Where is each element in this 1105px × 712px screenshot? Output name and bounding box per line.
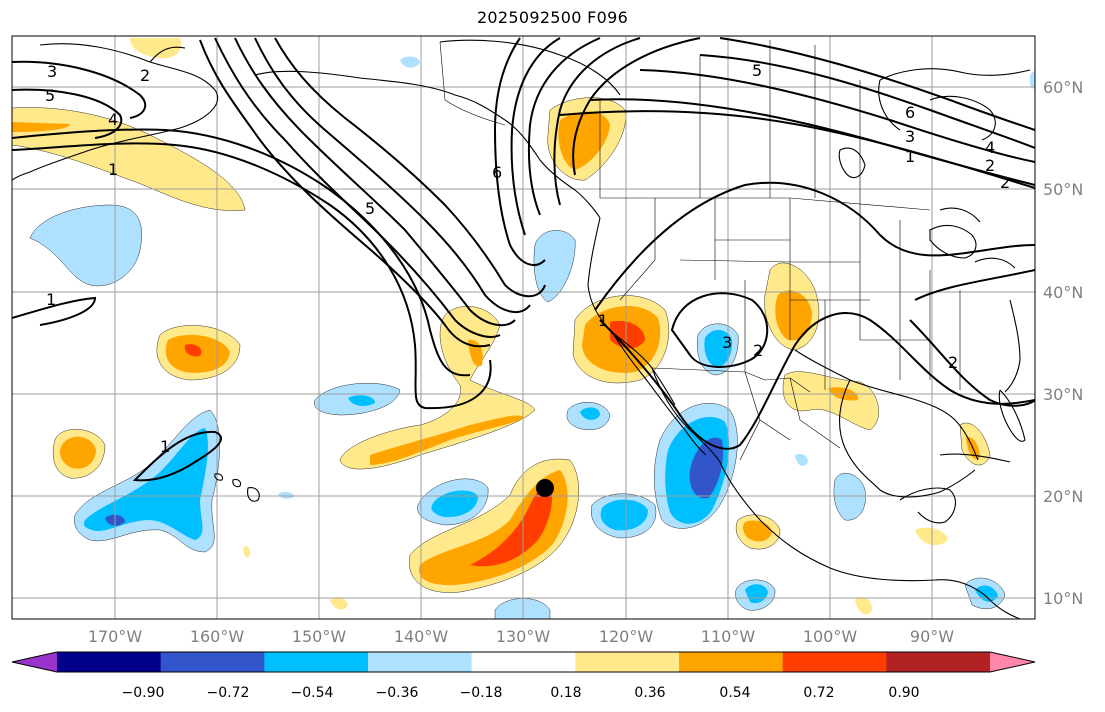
storm-center-dot (536, 479, 554, 497)
contour-label: 5 (752, 61, 762, 80)
contour-lines (12, 37, 1035, 482)
contour-label: 6 (905, 103, 915, 122)
contour-label: 4 (985, 138, 995, 157)
colorbar-extend-max (990, 652, 1035, 672)
negative-anomaly-blue (580, 407, 600, 420)
contour-label: 4 (108, 110, 118, 129)
contour-label: 3 (905, 127, 915, 146)
plot-title: 2025092500 F096 (476, 8, 629, 27)
colorbar-tick-label: −0.90 (122, 685, 165, 701)
lon-label: 150°W (292, 627, 347, 646)
contour-label: 1 (905, 147, 915, 166)
positive-anomaly-red (470, 482, 553, 567)
negative-anomaly-blue (431, 490, 478, 518)
colorbar (11, 651, 1036, 673)
colorbar-tick-label: 0.90 (888, 685, 919, 701)
negative-anomaly-blue (704, 329, 733, 368)
contour-label: 3 (47, 62, 57, 81)
colorbar-tick-label: 0.72 (803, 685, 834, 701)
contour-label: 2 (140, 66, 150, 85)
colorbar-tick-label: 0.54 (719, 685, 750, 701)
negative-anomaly-lightblue (1030, 70, 1035, 90)
colorbar-tick-labels: −0.90 −0.72 −0.54 −0.36 −0.18 0.18 0.36 … (122, 685, 920, 701)
contour-label: 2 (753, 341, 763, 360)
negative-anomaly-lightblue (400, 56, 420, 68)
negative-anomaly-lightblue (278, 491, 294, 499)
lat-label: 30°N (1043, 385, 1083, 404)
contour-label: 6 (492, 163, 502, 182)
negative-anomaly-blue (348, 395, 375, 406)
contour-label: 2 (985, 156, 995, 175)
lat-label: 50°N (1043, 180, 1083, 199)
colorbar-tick-label: 0.36 (634, 685, 665, 701)
negative-anomaly-lightblue (29, 204, 142, 287)
colorbar-tick-label: −0.54 (291, 685, 334, 701)
negative-anomaly-darkblue (689, 437, 724, 499)
lat-label: 10°N (1043, 589, 1083, 608)
colorbar-segment (368, 652, 473, 672)
negative-anomaly-lightblue (533, 230, 576, 303)
lon-label: 130°W (496, 627, 551, 646)
positive-anomaly-red (610, 320, 645, 349)
colorbar-segment (264, 652, 369, 672)
lon-label: 140°W (394, 627, 449, 646)
positive-anomaly-orange (743, 520, 772, 542)
colorbar-segment (782, 652, 887, 672)
lon-label: 110°W (701, 627, 756, 646)
positive-anomaly-orange (370, 415, 525, 465)
positive-anomaly-orange (60, 436, 96, 469)
contour-label: 5 (45, 86, 55, 105)
contour-labels: 3 2 5 4 1 6 5 5 1 3 2 1 4 2 6 1 3 2 2 1 (45, 61, 1010, 456)
lat-label: 60°N (1043, 78, 1083, 97)
positive-anomaly-yellow (782, 371, 879, 431)
positive-anomaly-orange (775, 290, 812, 341)
colorbar-tick-label: 0.18 (550, 685, 581, 701)
colorbar-segment (57, 652, 162, 672)
positive-anomaly-yellow (243, 546, 250, 558)
contour-label: 5 (365, 199, 375, 218)
contour-label: 1 (598, 311, 608, 330)
coastlines (12, 39, 1031, 619)
negative-anomaly-lightblue (833, 472, 866, 521)
positive-anomaly-orange (418, 470, 568, 586)
colorbar-outline (11, 651, 1036, 673)
positive-anomaly-red (184, 344, 202, 357)
lon-label: 100°W (803, 627, 858, 646)
colorbar-segment (575, 652, 680, 672)
colorbar-tick-label: −0.36 (376, 685, 419, 701)
colorbar-segment (160, 652, 265, 672)
positive-anomaly-yellow (855, 597, 872, 615)
colorbar-tick-label: −0.18 (460, 685, 503, 701)
contour-label: 1 (46, 290, 56, 309)
positive-anomaly-orange (558, 111, 610, 170)
lat-label: 20°N (1043, 487, 1083, 506)
colorbar-segment (679, 652, 784, 672)
contour-label: 1 (160, 437, 170, 456)
positive-anomaly-yellow (330, 597, 348, 610)
graticule (12, 36, 1035, 619)
longitude-labels: 170°W 160°W 150°W 140°W 130°W 120°W 110°… (88, 627, 954, 646)
contour-label: 1 (108, 160, 118, 179)
lon-label: 160°W (190, 627, 245, 646)
lon-label: 120°W (599, 627, 654, 646)
colorbar-extend-min (12, 652, 57, 672)
lon-label: 170°W (88, 627, 143, 646)
colorbar-segment (471, 652, 576, 672)
negative-anomaly-lightblue (795, 453, 808, 466)
colorbar-segment (886, 652, 991, 672)
positive-anomaly-yellow (130, 38, 182, 59)
colorbar-tick-label: −0.72 (207, 685, 250, 701)
negative-anomaly-blue (600, 499, 648, 531)
map-frame (11, 35, 1036, 620)
positive-anomaly-orange (12, 122, 70, 132)
contour-label: 3 (722, 333, 732, 352)
latitude-labels: 10°N 20°N 30°N 40°N 50°N 60°N (1043, 78, 1083, 608)
lon-label: 90°W (910, 627, 954, 646)
political-borders (439, 40, 961, 461)
lat-label: 40°N (1043, 283, 1083, 302)
contour-label: 2 (948, 353, 958, 372)
contour-label: 2 (1000, 173, 1010, 192)
